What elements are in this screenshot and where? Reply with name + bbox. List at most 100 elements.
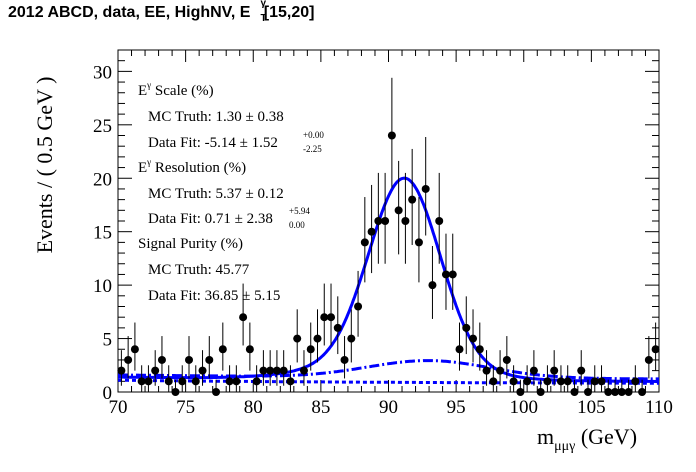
y-tick-label: 30 bbox=[93, 62, 112, 83]
data-point bbox=[157, 355, 166, 364]
data-point bbox=[218, 345, 227, 354]
data-point bbox=[523, 377, 532, 386]
data-point bbox=[428, 281, 437, 290]
data-point bbox=[509, 377, 518, 386]
data-point bbox=[205, 355, 214, 364]
resolution-fit-down-error: 0.00 bbox=[289, 220, 305, 230]
data-point bbox=[279, 366, 288, 375]
data-point bbox=[421, 184, 430, 193]
chart-title-suffix: [15,20] bbox=[259, 4, 315, 21]
data-point bbox=[327, 313, 336, 322]
data-point bbox=[374, 217, 383, 225]
fit-curve-background bbox=[118, 359, 659, 381]
data-point bbox=[178, 377, 187, 386]
data-point bbox=[252, 377, 261, 386]
data-point bbox=[313, 334, 322, 343]
scale-fit-up-error: +0.00 bbox=[303, 130, 324, 140]
x-tick-label: 90 bbox=[379, 397, 398, 418]
data-point bbox=[232, 377, 241, 386]
data-point bbox=[394, 206, 403, 215]
data-point bbox=[151, 366, 160, 375]
y-tick-label: 5 bbox=[103, 330, 113, 351]
y-tick-label: 25 bbox=[93, 116, 112, 137]
resolution-mc-truth: MC Truth: 5.37 ± 0.12 bbox=[148, 186, 284, 202]
scale-fit-down-error: -2.25 bbox=[303, 144, 322, 154]
scale-data-fit: Data Fit: -5.14 ± 1.52 bbox=[148, 135, 278, 151]
data-point bbox=[583, 388, 592, 396]
data-point bbox=[570, 388, 579, 396]
data-point bbox=[502, 355, 511, 364]
resolution-fit-up-error: +5.94 bbox=[289, 206, 310, 216]
data-point bbox=[198, 366, 207, 375]
data-point bbox=[299, 366, 308, 375]
chart-title-sub: T bbox=[260, 13, 267, 24]
data-point bbox=[171, 388, 180, 396]
data-point bbox=[604, 388, 613, 396]
data-point bbox=[624, 388, 633, 396]
data-point bbox=[550, 366, 559, 375]
data-point bbox=[455, 345, 464, 354]
data-point bbox=[644, 355, 653, 364]
data-point bbox=[638, 388, 647, 396]
x-axis-label-unit: (GeV) bbox=[575, 424, 637, 449]
data-point bbox=[563, 377, 572, 386]
data-point bbox=[130, 345, 139, 354]
data-point bbox=[536, 388, 545, 396]
data-point bbox=[367, 227, 376, 236]
data-point bbox=[631, 377, 640, 386]
x-tick-label: 95 bbox=[447, 397, 466, 418]
fit-annotations: Eγ Scale (%) MC Truth: 1.30 ± 0.38 Data … bbox=[138, 80, 324, 304]
data-point bbox=[577, 366, 586, 375]
data-point bbox=[651, 345, 660, 354]
scale-header: Eγ Scale (%) bbox=[138, 80, 214, 99]
x-tick-label: 85 bbox=[311, 397, 330, 418]
scale-mc-truth: MC Truth: 1.30 ± 0.38 bbox=[148, 109, 284, 125]
y-tick-label: 20 bbox=[93, 169, 112, 190]
data-point bbox=[529, 366, 538, 375]
data-point bbox=[401, 217, 410, 225]
y-tick-label: 15 bbox=[93, 223, 112, 244]
data-point bbox=[117, 366, 126, 375]
data-point bbox=[435, 217, 444, 225]
resolution-data-fit: Data Fit: 0.71 ± 2.38 bbox=[148, 211, 273, 227]
data-point bbox=[164, 377, 173, 386]
data-point bbox=[347, 334, 356, 343]
data-point bbox=[259, 366, 268, 375]
data-point bbox=[293, 334, 302, 343]
data-point bbox=[245, 345, 254, 354]
data-point bbox=[124, 355, 133, 364]
data-point bbox=[333, 323, 342, 332]
purity-data-fit: Data Fit: 36.85 ± 5.15 bbox=[148, 288, 280, 304]
data-point bbox=[489, 377, 498, 386]
data-point bbox=[387, 131, 396, 140]
y-tick-label: 10 bbox=[93, 276, 112, 297]
data-point bbox=[597, 377, 606, 386]
data-point bbox=[496, 366, 505, 375]
resolution-header: Eγ Resolution (%) bbox=[138, 157, 246, 176]
x-tick-label: 70 bbox=[109, 397, 128, 418]
data-point bbox=[286, 377, 295, 386]
x-axis-label-sub: μμγ bbox=[554, 439, 575, 454]
data-point bbox=[225, 377, 234, 386]
x-tick-label: 105 bbox=[577, 397, 606, 418]
chart-title-sup: γ bbox=[260, 0, 267, 9]
purity-header: Signal Purity (%) bbox=[138, 236, 243, 252]
data-point bbox=[320, 313, 329, 322]
x-tick-label: 110 bbox=[645, 397, 673, 418]
data-point bbox=[306, 345, 315, 354]
data-point bbox=[448, 270, 457, 279]
data-point bbox=[360, 238, 369, 247]
data-point bbox=[408, 195, 417, 204]
data-point bbox=[556, 377, 565, 386]
data-point bbox=[482, 366, 491, 375]
data-point bbox=[516, 388, 525, 396]
purity-mc-truth: MC Truth: 45.77 bbox=[148, 262, 250, 278]
x-axis-label-main: m bbox=[537, 424, 554, 449]
data-point bbox=[239, 313, 248, 322]
data-point bbox=[441, 270, 450, 279]
data-point bbox=[272, 366, 281, 375]
data-point bbox=[191, 377, 200, 386]
data-point bbox=[185, 355, 194, 364]
